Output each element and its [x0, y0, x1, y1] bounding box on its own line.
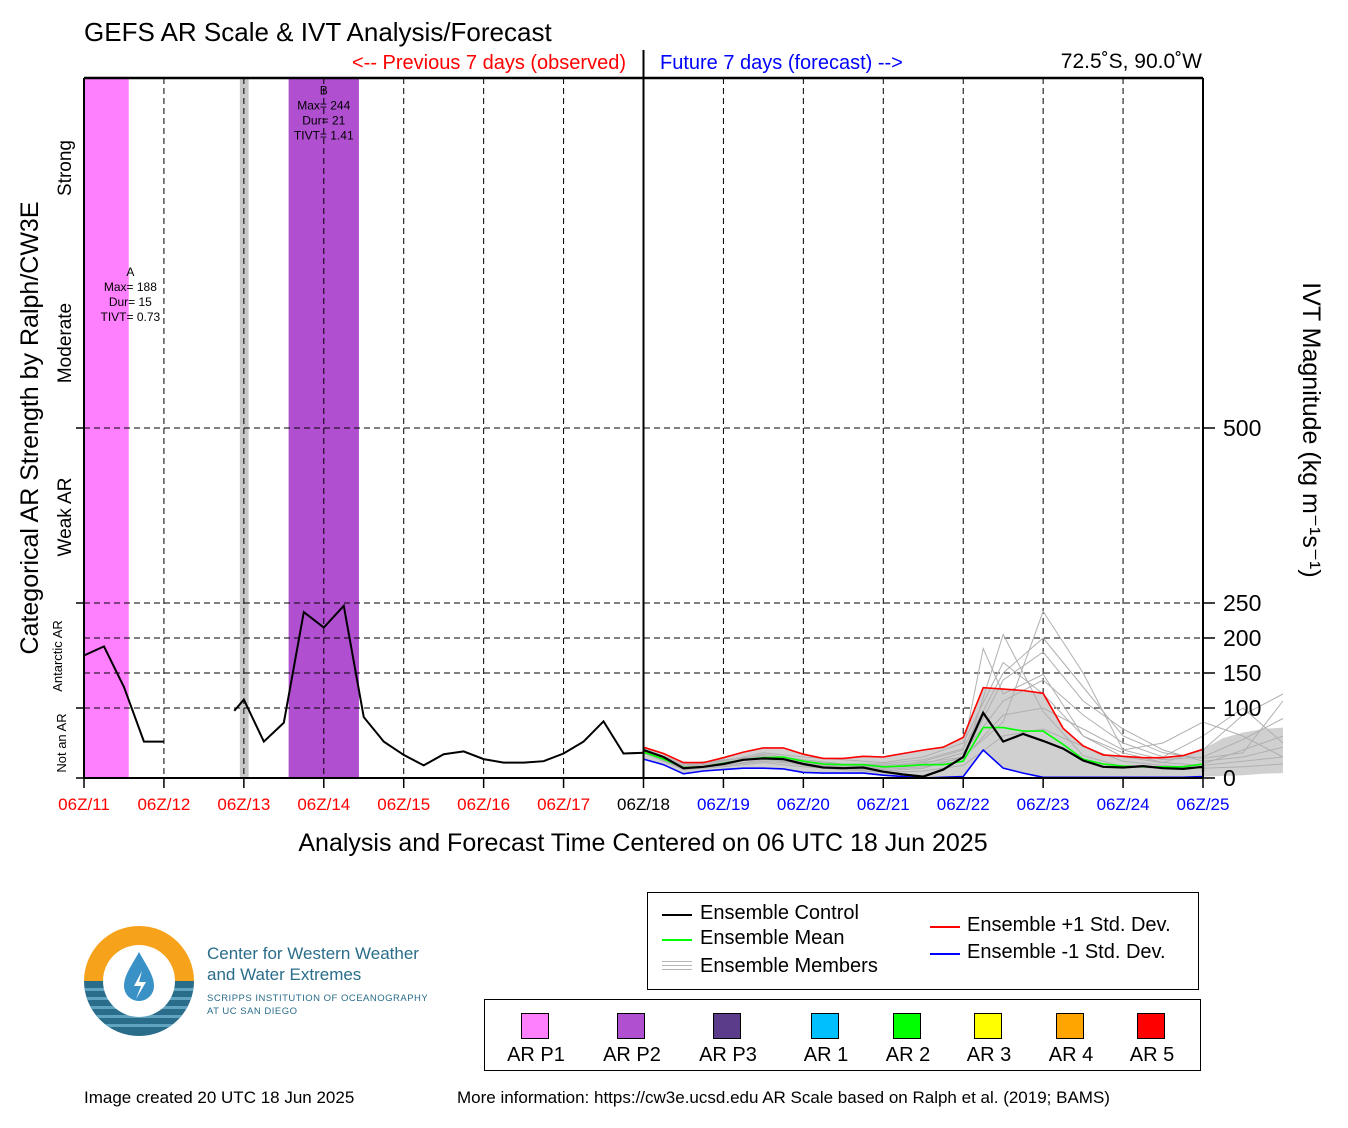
y-tick-label: 500	[1223, 415, 1261, 441]
x-tick-label: 06Z/20	[777, 795, 830, 814]
legend-mean-label: Ensemble Mean	[700, 927, 845, 949]
cat-item-ar-p3: AR P3	[687, 1000, 769, 1070]
future-days-label: Future 7 days (forecast) -->	[660, 52, 903, 74]
ar-event-annotation: TIVT= 0.73	[101, 310, 161, 324]
x-axis-label: Analysis and Forecast Time Centered on 0…	[298, 829, 987, 857]
cat-label: AR P1	[507, 1044, 565, 1066]
x-tick-label: 06Z/13	[217, 795, 270, 814]
legend-plus-std-label: Ensemble +1 Std. Dev.	[967, 914, 1171, 936]
cat-swatch	[811, 1013, 839, 1039]
ensemble-legend: Ensemble Control Ensemble Mean Ensemble …	[647, 892, 1199, 990]
x-tick-label: 06Z/25	[1177, 795, 1230, 814]
legend-minus-std-swatch	[930, 953, 960, 955]
y-tick-label: 150	[1223, 660, 1261, 686]
cat-item-ar-p2: AR P2	[591, 1000, 673, 1070]
cw3e-logo-icon	[84, 926, 194, 1036]
category-label: Not an AR	[54, 713, 69, 772]
ensemble-member-line-7	[643, 707, 1284, 769]
cat-label: AR 5	[1129, 1044, 1175, 1066]
y-tick-label: 100	[1223, 695, 1261, 721]
observed-ivt-line-1	[233, 603, 644, 767]
y-tick-label: 250	[1223, 590, 1261, 616]
ar-event-annotation: Dur= 15	[109, 295, 152, 309]
category-label: Strong	[55, 140, 76, 196]
ensemble-member-line-4	[643, 661, 1283, 766]
ar-event-annotation: A	[126, 265, 134, 279]
footer-created: Image created 20 UTC 18 Jun 2025	[84, 1088, 355, 1107]
logo-line2: and Water Extremes	[207, 965, 362, 984]
series-line-ensemble-control	[643, 710, 1205, 778]
cat-swatch	[974, 1013, 1002, 1039]
x-tick-label: 06Z/24	[1097, 795, 1150, 814]
ensemble-member-line-6	[643, 679, 1284, 768]
chart-title: GEFS AR Scale & IVT Analysis/Forecast	[84, 17, 552, 47]
category-label: Antarctic AR	[50, 620, 65, 692]
previous-days-label: <-- Previous 7 days (observed)	[352, 52, 626, 74]
cat-item-ar-1: AR 1	[785, 1000, 867, 1070]
ar-event-annotation: Max= 188	[104, 280, 157, 294]
observed-ivt-line-0	[83, 645, 164, 743]
ar-category-legend: AR P1 AR P2 AR P3 AR 1 AR 2 AR 3 AR 4 AR…	[484, 999, 1201, 1071]
x-tick-label: 06Z/16	[457, 795, 510, 814]
logo-line4: AT UC SAN DIEGO	[207, 1006, 298, 1017]
x-tick-label: 06Z/18	[617, 795, 670, 814]
cat-swatch	[1056, 1013, 1084, 1039]
cat-label: AR P3	[699, 1044, 757, 1066]
legend-plus-std-swatch	[930, 926, 960, 928]
legend-members-label: Ensemble Members	[700, 955, 878, 977]
cat-item-ar-2: AR 2	[867, 1000, 949, 1070]
ensemble-member-line-0	[643, 646, 1284, 769]
x-tick-label: 06Z/15	[377, 795, 430, 814]
ensemble-spread-band	[643, 687, 1283, 778]
legend-mean-swatch	[662, 939, 692, 941]
footer-info: More information: https://cw3e.ucsd.edu …	[457, 1088, 1110, 1107]
cat-swatch	[521, 1013, 549, 1039]
cat-label: AR P2	[603, 1044, 661, 1066]
y-tick-label: 0	[1223, 765, 1236, 791]
legend-members-swatch	[662, 961, 692, 971]
x-tick-label: 06Z/19	[697, 795, 750, 814]
cat-swatch	[617, 1013, 645, 1039]
logo-line3: SCRIPPS INSTITUTION OF OCEANOGRAPHY	[207, 993, 429, 1004]
cat-label: AR 1	[803, 1044, 849, 1066]
x-tick-label: 06Z/23	[1017, 795, 1070, 814]
cat-swatch	[1137, 1013, 1165, 1039]
cat-label: AR 2	[885, 1044, 931, 1066]
cat-item-ar-p1: AR P1	[495, 1000, 577, 1070]
series-line-ensemble-1-std-dev-	[643, 686, 1204, 764]
category-label: Weak AR	[55, 478, 76, 557]
location-label: 72.5˚S, 90.0˚W	[1061, 50, 1202, 73]
cat-item-ar-4: AR 4	[1030, 1000, 1112, 1070]
x-tick-label: 06Z/17	[537, 795, 590, 814]
category-label: Moderate	[55, 303, 76, 383]
x-tick-label: 06Z/11	[58, 795, 110, 814]
legend-control-swatch	[662, 914, 692, 916]
cat-swatch	[713, 1013, 741, 1039]
cat-label: AR 4	[1048, 1044, 1094, 1066]
ar-event-annotation: Dur= 21	[302, 114, 345, 128]
legend-control-label: Ensemble Control	[700, 902, 859, 924]
x-tick-label: 06Z/21	[857, 795, 910, 814]
ivt-chart: 06Z/11 06Z/12 06Z/13 06Z/14 06Z/15 06Z/16 06Z/…	[16, 17, 1325, 857]
legend-minus-std-label: Ensemble -1 Std. Dev.	[967, 941, 1166, 963]
cat-item-ar-5: AR 5	[1111, 1000, 1193, 1070]
cat-swatch	[893, 1013, 921, 1039]
x-tick-label: 06Z/12	[137, 795, 190, 814]
ar-event-annotation: B	[320, 84, 328, 98]
x-tick-label: 06Z/14	[297, 795, 350, 814]
y-tick-label: 200	[1223, 625, 1261, 651]
ar-event-annotation: TIVT= 1.41	[294, 129, 354, 143]
cat-label: AR 3	[966, 1044, 1012, 1066]
logo-line1: Center for Western Weather	[207, 944, 419, 963]
right-axis-label: IVT Magnitude (kg m⁻¹s⁻¹)	[1297, 282, 1325, 577]
cat-item-ar-3: AR 3	[948, 1000, 1030, 1070]
left-axis-label: Categorical AR Strength by Ralph/CW3E	[16, 202, 44, 655]
ar-event-annotation: Max= 244	[297, 99, 350, 113]
x-tick-label: 06Z/22	[937, 795, 990, 814]
